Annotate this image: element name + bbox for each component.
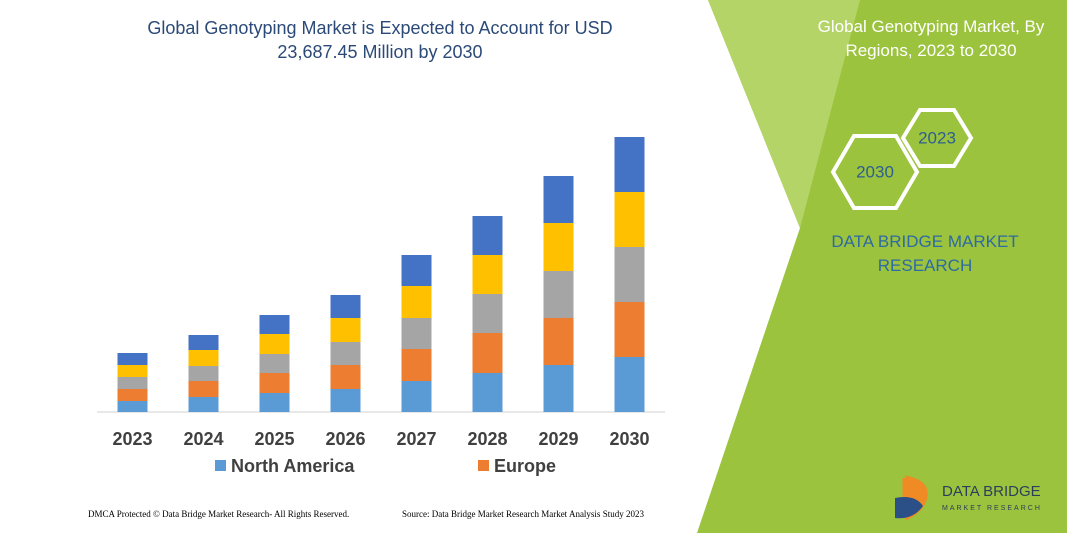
bar-segment — [543, 271, 574, 318]
bar-segment — [188, 381, 219, 397]
side-brand: DATA BRIDGE MARKET RESEARCH — [831, 232, 1019, 275]
bar-segment — [543, 365, 574, 412]
bar-segment — [543, 318, 574, 365]
bar-segment — [472, 216, 503, 255]
bar-segment — [188, 350, 219, 366]
x-tick-label: 2027 — [396, 429, 436, 449]
bar-segment — [188, 335, 219, 350]
bar-segment — [614, 192, 645, 247]
bar-segment — [472, 333, 503, 373]
bar-segment — [117, 377, 148, 389]
legend-label: Europe — [494, 456, 556, 476]
x-tick-label: 2023 — [112, 429, 152, 449]
bar-segment — [472, 255, 503, 294]
side-title: Global Genotyping Market, By Regions, 20… — [817, 17, 1045, 60]
bar-segment — [259, 373, 290, 393]
logo-tagline: MARKET RESEARCH — [942, 505, 1042, 512]
bar-segment — [259, 315, 290, 334]
legend-swatch — [215, 460, 226, 471]
legend-swatch — [478, 460, 489, 471]
bar-segment — [330, 318, 361, 342]
x-tick-label: 2024 — [183, 429, 223, 449]
bar-segment — [259, 354, 290, 373]
bar-segment — [259, 393, 290, 412]
bar-segment — [472, 373, 503, 412]
bar-segment — [117, 365, 148, 377]
bar-segment — [117, 353, 148, 365]
legend-label: North America — [231, 456, 355, 476]
bar-segment — [188, 366, 219, 381]
footer-left: DMCA Protected © Data Bridge Market Rese… — [88, 509, 349, 519]
hexagon-label: 2023 — [918, 128, 956, 147]
bar-segment — [259, 334, 290, 354]
x-tick-label: 2026 — [325, 429, 365, 449]
bar-segment — [401, 381, 432, 412]
x-tick-label: 2029 — [538, 429, 578, 449]
x-tick-label: 2025 — [254, 429, 294, 449]
bar-segment — [401, 349, 432, 381]
bar-segment — [614, 357, 645, 412]
bar-segment — [614, 302, 645, 357]
bar-segment — [614, 137, 645, 192]
bar-segment — [188, 397, 219, 412]
footer-right: Source: Data Bridge Market Research Mark… — [402, 509, 644, 519]
bar-segment — [401, 318, 432, 349]
bar-segment — [472, 294, 503, 333]
bar-segment — [117, 401, 148, 412]
bar-segment — [330, 295, 361, 318]
bar-segment — [330, 342, 361, 365]
bar-segment — [117, 389, 148, 401]
chart-title: Global Genotyping Market is Expected to … — [147, 18, 613, 62]
bar-segment — [614, 247, 645, 302]
bar-segment — [543, 176, 574, 223]
x-tick-label: 2028 — [467, 429, 507, 449]
bar-segment — [401, 286, 432, 318]
hexagon — [830, 134, 920, 210]
bar-segment — [330, 389, 361, 412]
bar-segment — [330, 365, 361, 389]
hexagon-label: 2030 — [856, 162, 894, 181]
logo-name: DATA BRIDGE — [942, 483, 1041, 500]
bar-segment — [401, 255, 432, 286]
bar-segment — [543, 223, 574, 271]
logo-mark — [895, 497, 923, 519]
x-tick-label: 2030 — [609, 429, 649, 449]
hexagon — [900, 108, 974, 168]
side-highlight — [708, 0, 860, 228]
